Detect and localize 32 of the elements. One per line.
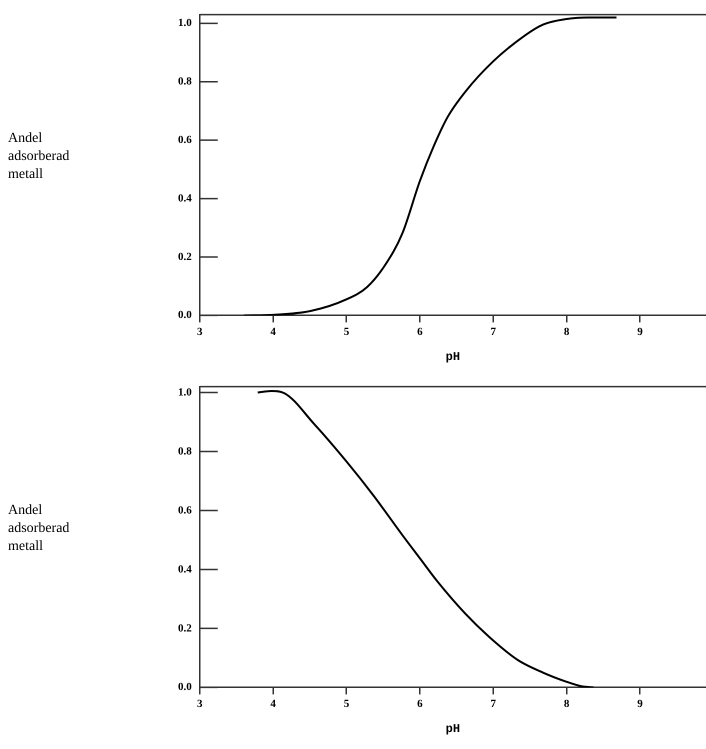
y-tick-label: 0.6 [178, 134, 192, 146]
y-tick-label: 0.6 [178, 504, 192, 516]
x-tick-label: 5 [344, 326, 350, 338]
x-tick-label: 8 [564, 698, 570, 710]
x-tick-label: 5 [344, 698, 350, 710]
y-tick-label: 0.2 [178, 622, 192, 634]
x-axis-title: pH [446, 722, 460, 736]
y-axis-title: Andel adsorberad metall [8, 130, 70, 184]
y-tick-label: 0.2 [178, 250, 192, 263]
y-tick-label: 0.0 [178, 309, 192, 322]
x-tick-label: 4 [270, 326, 276, 338]
line-series [242, 16, 618, 316]
x-tick-label: 7 [490, 698, 496, 710]
x-tick-label: 9 [637, 698, 644, 710]
x-tick-label: 6 [417, 326, 424, 338]
x-tick-label: 9 [637, 326, 644, 338]
x-axis-title: pH [446, 350, 460, 364]
y-tick-label: 1.0 [178, 17, 192, 30]
y-tick-label: 0.8 [178, 76, 192, 88]
y-tick-label: 0.4 [178, 563, 192, 576]
x-tick-label: 3 [197, 326, 203, 338]
x-tick-label: 8 [564, 326, 570, 338]
y-tick-label: 0.4 [178, 192, 192, 204]
y-tick-label: 0.0 [178, 681, 192, 694]
x-tick-label: 3 [197, 698, 203, 710]
y-axis-title: Andel adsorberad metall [8, 502, 70, 556]
x-tick-label: 4 [270, 698, 276, 710]
y-tick-label: 0.8 [178, 445, 192, 458]
y-tick-label: 1.0 [178, 386, 192, 398]
line-series [256, 390, 595, 688]
x-tick-label: 6 [417, 698, 424, 710]
x-tick-label: 7 [490, 326, 496, 338]
